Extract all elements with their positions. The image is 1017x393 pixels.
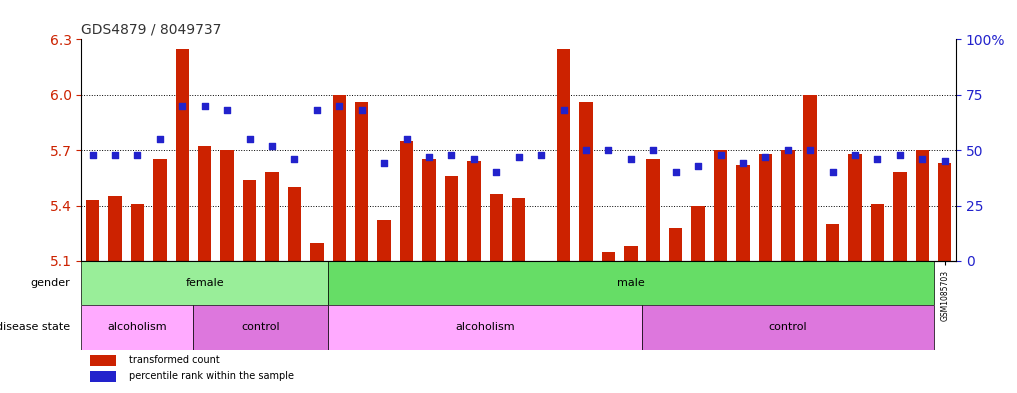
- FancyBboxPatch shape: [81, 305, 193, 350]
- Bar: [938, 163, 952, 261]
- Text: alcoholism: alcoholism: [456, 323, 515, 332]
- Point: [892, 151, 908, 158]
- Point: [107, 151, 123, 158]
- Point: [645, 147, 661, 153]
- Bar: [85, 200, 100, 261]
- Text: control: control: [769, 323, 807, 332]
- Point: [870, 156, 886, 162]
- Bar: [131, 204, 144, 261]
- Bar: [624, 246, 638, 261]
- Point: [309, 107, 325, 114]
- Bar: [422, 160, 435, 261]
- Bar: [467, 161, 481, 261]
- Bar: [444, 176, 458, 261]
- Point: [488, 169, 504, 175]
- Text: male: male: [617, 278, 645, 288]
- Point: [758, 154, 774, 160]
- Bar: [243, 180, 256, 261]
- Bar: [556, 49, 571, 261]
- Text: percentile rank within the sample: percentile rank within the sample: [129, 371, 295, 381]
- FancyBboxPatch shape: [328, 305, 642, 350]
- Bar: [221, 150, 234, 261]
- Bar: [176, 49, 189, 261]
- Point: [354, 107, 370, 114]
- Point: [937, 158, 953, 164]
- Point: [84, 151, 101, 158]
- Point: [466, 156, 482, 162]
- Bar: [265, 172, 279, 261]
- FancyBboxPatch shape: [642, 305, 934, 350]
- Point: [533, 151, 549, 158]
- Bar: [871, 204, 884, 261]
- Point: [712, 151, 728, 158]
- Bar: [198, 147, 212, 261]
- FancyBboxPatch shape: [81, 261, 328, 305]
- Bar: [91, 371, 116, 382]
- Text: GDS4879 / 8049737: GDS4879 / 8049737: [81, 23, 222, 37]
- Bar: [781, 150, 794, 261]
- Text: female: female: [185, 278, 224, 288]
- Bar: [759, 154, 772, 261]
- Point: [376, 160, 393, 167]
- Point: [196, 103, 213, 109]
- Point: [847, 151, 863, 158]
- Bar: [602, 252, 615, 261]
- Bar: [489, 195, 503, 261]
- Point: [600, 147, 616, 153]
- Point: [263, 143, 280, 149]
- Point: [241, 136, 257, 142]
- Bar: [692, 206, 705, 261]
- Bar: [647, 160, 660, 261]
- Point: [129, 151, 145, 158]
- Bar: [154, 160, 167, 261]
- Bar: [333, 95, 346, 261]
- Bar: [355, 102, 368, 261]
- Point: [914, 156, 931, 162]
- Bar: [400, 141, 413, 261]
- Point: [286, 156, 302, 162]
- Point: [219, 107, 235, 114]
- Point: [511, 154, 527, 160]
- Bar: [848, 154, 861, 261]
- Bar: [803, 95, 817, 261]
- Bar: [893, 172, 906, 261]
- FancyBboxPatch shape: [193, 305, 328, 350]
- Bar: [714, 150, 727, 261]
- Point: [780, 147, 796, 153]
- Point: [421, 154, 437, 160]
- Point: [152, 136, 168, 142]
- Point: [174, 103, 190, 109]
- Point: [690, 163, 706, 169]
- Bar: [108, 196, 122, 261]
- Point: [332, 103, 348, 109]
- Bar: [91, 355, 116, 365]
- Point: [802, 147, 819, 153]
- Text: control: control: [241, 323, 280, 332]
- Bar: [288, 187, 301, 261]
- Point: [555, 107, 572, 114]
- Point: [443, 151, 460, 158]
- Bar: [826, 224, 839, 261]
- Point: [622, 156, 639, 162]
- Bar: [580, 102, 593, 261]
- Bar: [736, 165, 750, 261]
- Point: [667, 169, 683, 175]
- Text: disease state: disease state: [0, 323, 70, 332]
- Text: transformed count: transformed count: [129, 355, 221, 365]
- Text: alcoholism: alcoholism: [108, 323, 167, 332]
- Bar: [669, 228, 682, 261]
- Point: [578, 147, 594, 153]
- Bar: [310, 242, 323, 261]
- FancyBboxPatch shape: [328, 261, 934, 305]
- Point: [735, 160, 752, 167]
- Point: [399, 136, 415, 142]
- Bar: [512, 198, 526, 261]
- Point: [825, 169, 841, 175]
- Bar: [377, 220, 391, 261]
- Bar: [915, 150, 930, 261]
- Text: gender: gender: [31, 278, 70, 288]
